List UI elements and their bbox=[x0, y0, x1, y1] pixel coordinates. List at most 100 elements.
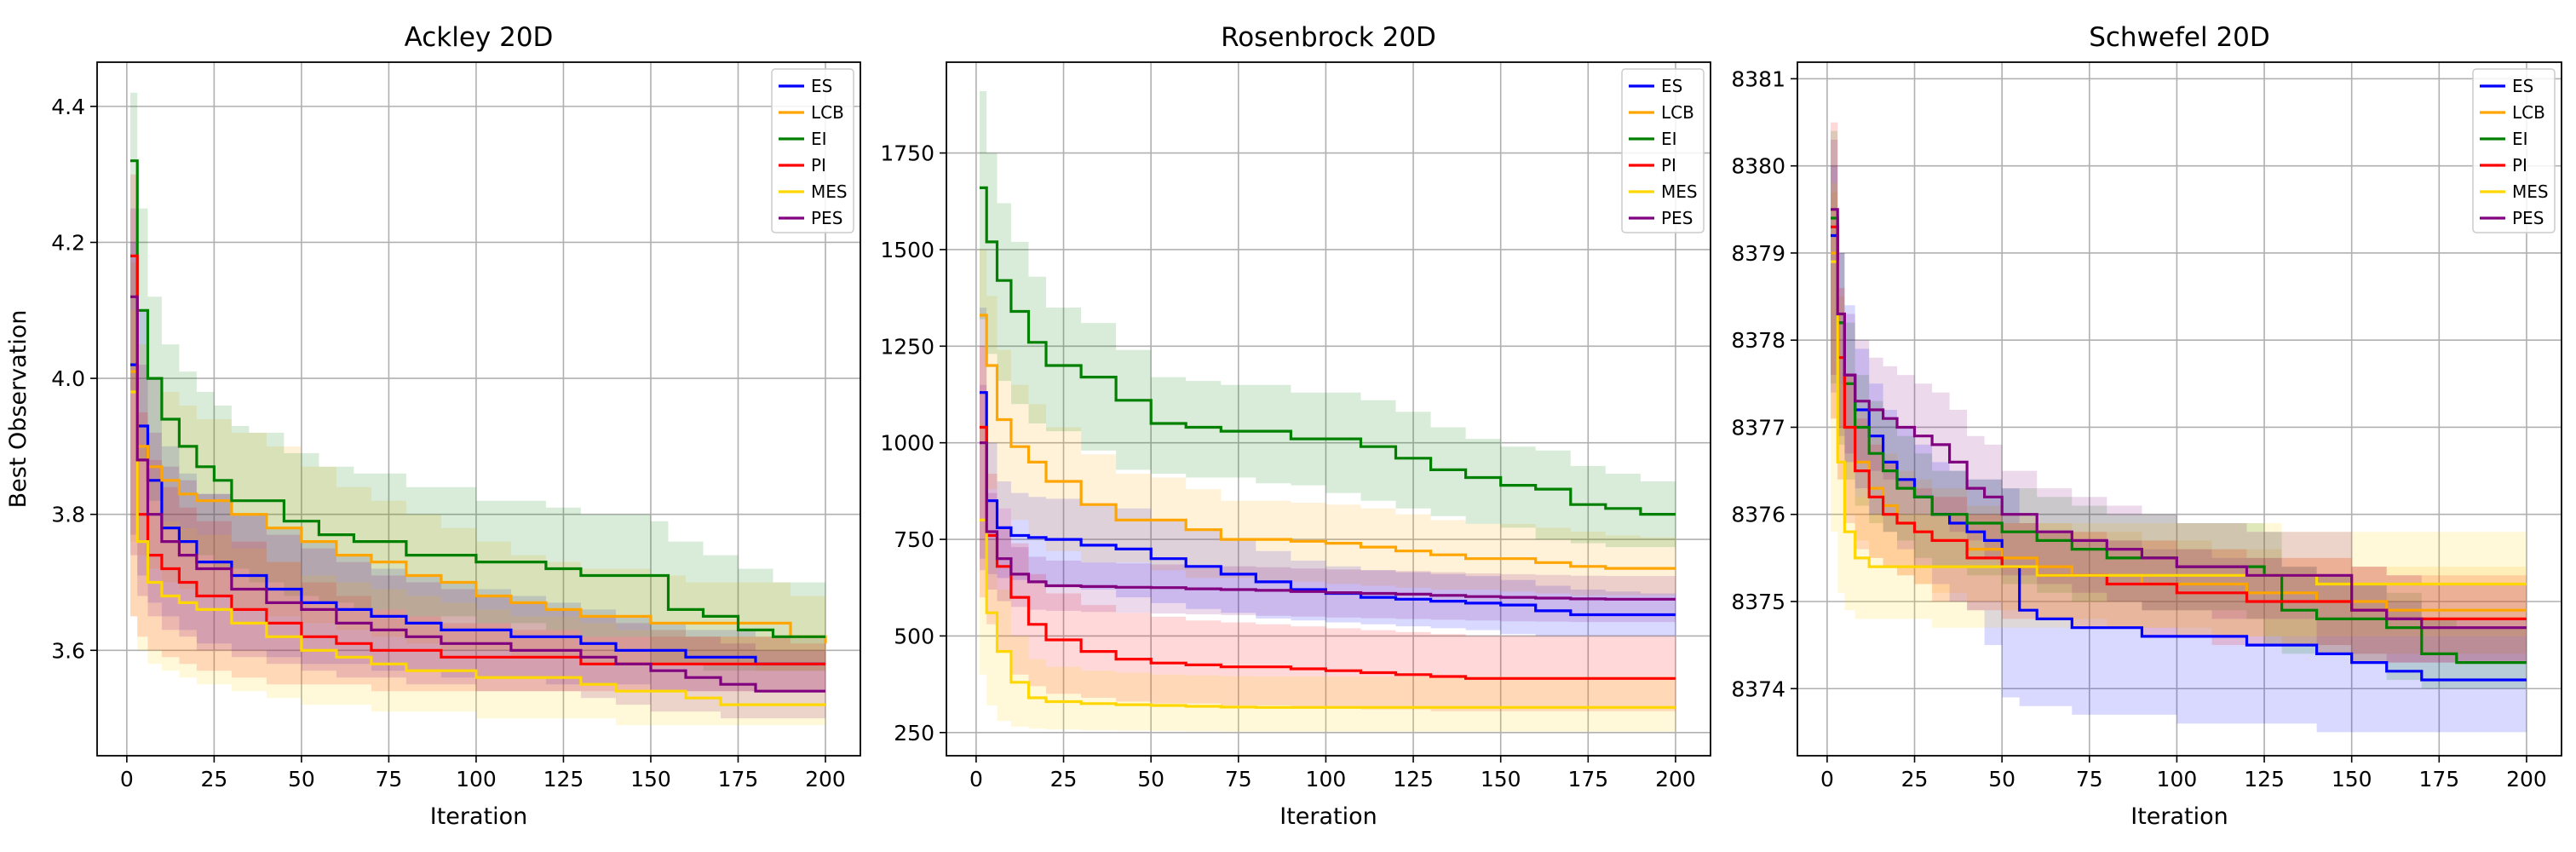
plot-area bbox=[1831, 122, 2527, 733]
y-tick-label: 750 bbox=[894, 527, 934, 552]
y-tick-label: 3.6 bbox=[51, 638, 85, 663]
chart-title: Ackley 20D bbox=[405, 22, 554, 53]
chart-panel-2: 0 25 50 75 100 125 150 175 200 250 500 750 1000 1250 1… bbox=[880, 22, 1711, 830]
chart-title: Rosenbrock 20D bbox=[1221, 22, 1436, 53]
x-tick-label: 25 bbox=[200, 767, 227, 792]
band-pi bbox=[130, 174, 825, 692]
axes-frame bbox=[946, 61, 1711, 757]
band-mes bbox=[130, 310, 825, 726]
x-tick-label: 200 bbox=[1655, 767, 1696, 792]
x-tick-label: 0 bbox=[1820, 767, 1834, 792]
y-tick-label: 3.8 bbox=[51, 503, 85, 527]
x-tick-label: 150 bbox=[1481, 767, 1521, 792]
x-tick-label: 75 bbox=[1225, 767, 1252, 792]
line-pes bbox=[980, 441, 1676, 601]
band-lcb bbox=[130, 262, 825, 671]
line-mes bbox=[130, 390, 825, 706]
x-tick-label: 175 bbox=[1567, 767, 1608, 792]
band-pi bbox=[1831, 122, 2527, 663]
legend-label-lcb: LCB bbox=[811, 102, 844, 123]
line-es bbox=[980, 391, 1676, 617]
legend-label-pi: PI bbox=[2512, 155, 2527, 176]
legend-label-ei: EI bbox=[2512, 129, 2528, 149]
plot-area bbox=[130, 92, 827, 726]
y-tick-label: 1000 bbox=[880, 431, 934, 456]
y-tick-label: 8381 bbox=[1731, 66, 1785, 91]
y-tick-label: 1750 bbox=[880, 141, 934, 166]
band-lcb bbox=[980, 249, 1676, 596]
legend-label-pi: PI bbox=[811, 155, 826, 176]
x-tick-label: 100 bbox=[1306, 767, 1347, 792]
legend-label-ei: EI bbox=[1661, 129, 1677, 149]
y-tick-label: 8377 bbox=[1731, 415, 1785, 440]
y-tick-label: 500 bbox=[894, 624, 934, 648]
band-lcb bbox=[1831, 192, 2527, 654]
band-ei bbox=[1831, 130, 2527, 689]
x-axis-label: Iteration bbox=[430, 803, 528, 830]
y-tick-label: 8378 bbox=[1731, 328, 1785, 353]
x-tick-label: 200 bbox=[2506, 767, 2547, 792]
legend-label-pes: PES bbox=[2512, 208, 2544, 228]
y-tick-label: 1250 bbox=[880, 334, 934, 359]
x-tick-label: 0 bbox=[120, 767, 134, 792]
y-tick-label: 4.4 bbox=[51, 95, 85, 119]
x-tick-label: 175 bbox=[2418, 767, 2459, 792]
legend-label-ei: EI bbox=[811, 129, 827, 149]
y-tick-label: 250 bbox=[894, 721, 934, 746]
legend-label-es: ES bbox=[2512, 76, 2533, 96]
x-tick-label: 200 bbox=[805, 767, 846, 792]
panels: 0 25 50 75 100 125 150 175 200 3.6 3.8 4.0 4.2 4.4 Ack… bbox=[51, 22, 2562, 830]
legend: ES LCB EI PI MES PES bbox=[2472, 68, 2556, 233]
y-tick-label: 8375 bbox=[1731, 590, 1785, 614]
y-tick-label: 8374 bbox=[1731, 676, 1785, 701]
legend-label-mes: MES bbox=[811, 181, 848, 202]
x-tick-label: 100 bbox=[2157, 767, 2198, 792]
x-tick-label: 50 bbox=[1988, 767, 2015, 792]
line-pes bbox=[130, 295, 825, 693]
chart-panel-1: 0 25 50 75 100 125 150 175 200 3.6 3.8 4.0 4.2 4.4 Ack… bbox=[51, 22, 861, 830]
axes-frame bbox=[1797, 61, 2562, 757]
band-es bbox=[980, 308, 1676, 636]
line-lcb bbox=[130, 370, 827, 644]
y-tick-label: 4.2 bbox=[51, 230, 85, 255]
legend-label-mes: MES bbox=[2512, 181, 2549, 202]
axes-frame bbox=[96, 61, 861, 757]
legend-label-pes: PES bbox=[1661, 208, 1693, 228]
legend-label-es: ES bbox=[811, 76, 832, 96]
x-tick-label: 125 bbox=[543, 767, 584, 792]
y-tick-label: 8379 bbox=[1731, 241, 1785, 266]
legend-label-mes: MES bbox=[1661, 181, 1698, 202]
legend-label-pes: PES bbox=[811, 208, 842, 228]
x-tick-label: 100 bbox=[456, 767, 497, 792]
x-tick-label: 150 bbox=[630, 767, 671, 792]
legend: ES LCB EI PI MES PES bbox=[1621, 68, 1705, 233]
chart-panel-3: 0 25 50 75 100 125 150 175 200 8374 8375 8376 8377 83… bbox=[1731, 22, 2562, 830]
band-pi bbox=[980, 346, 1676, 711]
x-tick-label: 50 bbox=[1137, 767, 1164, 792]
x-tick-label: 175 bbox=[718, 767, 759, 792]
x-tick-label: 150 bbox=[2332, 767, 2372, 792]
band-es bbox=[130, 242, 825, 692]
band-ei bbox=[130, 92, 825, 671]
legend-label-lcb: LCB bbox=[2512, 102, 2545, 123]
band-ei bbox=[980, 91, 1676, 548]
y-tick-label: 4.0 bbox=[51, 366, 85, 391]
x-axis-label: Iteration bbox=[2130, 803, 2228, 830]
line-pi bbox=[980, 425, 1676, 680]
chart-title: Schwefel 20D bbox=[2089, 22, 2270, 53]
y-tick-label: 1500 bbox=[880, 238, 934, 262]
x-tick-label: 75 bbox=[2076, 767, 2103, 792]
line-pes bbox=[1831, 208, 2527, 630]
line-ei bbox=[980, 186, 1676, 516]
x-tick-label: 125 bbox=[2244, 767, 2285, 792]
line-lcb bbox=[980, 314, 1676, 570]
x-tick-label: 0 bbox=[969, 767, 983, 792]
x-tick-label: 125 bbox=[1393, 767, 1434, 792]
x-tick-label: 50 bbox=[288, 767, 315, 792]
line-mes bbox=[980, 518, 1676, 709]
legend-label-es: ES bbox=[1661, 76, 1682, 96]
x-tick-label: 25 bbox=[1050, 767, 1078, 792]
figure-ylabel: Best Observation bbox=[5, 310, 32, 509]
